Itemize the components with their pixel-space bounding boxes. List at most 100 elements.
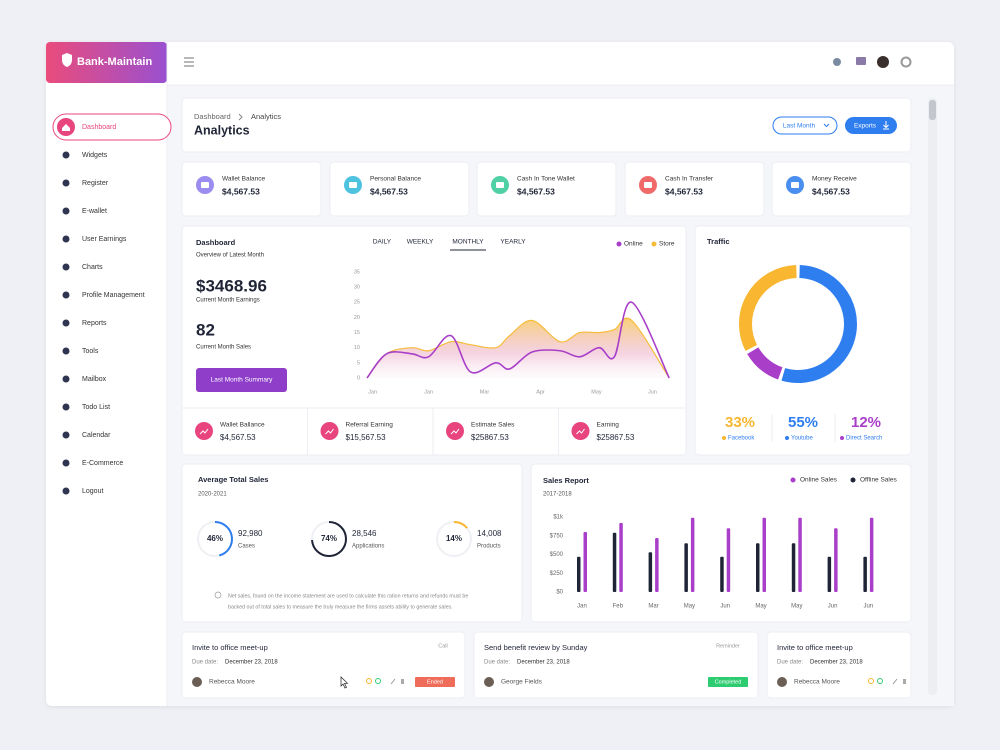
menu-icon[interactable] xyxy=(184,57,194,67)
nav-icon xyxy=(62,431,70,439)
nav-item[interactable]: Tools xyxy=(82,348,99,355)
summary-button[interactable] xyxy=(196,368,287,392)
breadcrumb: Analytics xyxy=(251,112,281,121)
nav-item[interactable]: Profile Management xyxy=(82,292,145,299)
label: Overview of Latest Month xyxy=(196,253,264,259)
stat-value: $4,567.53 xyxy=(517,186,555,196)
stat-label: Cash In Tone Wallet xyxy=(517,176,575,183)
x-tick-label: Jun xyxy=(720,604,730,610)
label: Current Month Sales xyxy=(196,345,251,351)
legend-label: Online Sales xyxy=(800,477,838,484)
label: Earning xyxy=(597,422,620,429)
nav-item[interactable]: Calendar xyxy=(82,432,111,439)
avatar[interactable] xyxy=(877,56,889,68)
tab[interactable]: DAILY xyxy=(373,239,392,246)
y-tick-label: 5 xyxy=(357,360,360,366)
x-tick-label: Mar xyxy=(480,389,490,395)
y-tick-label: 20 xyxy=(354,315,360,321)
bar xyxy=(577,556,581,592)
chevron xyxy=(823,123,830,128)
label: Current Month Earnings xyxy=(196,298,260,304)
label: Referral Earning xyxy=(346,422,394,429)
legend-dot xyxy=(790,477,796,483)
stat-card xyxy=(181,161,322,217)
legend-dot xyxy=(616,241,622,247)
edit-icon xyxy=(892,678,898,685)
average-card xyxy=(181,463,523,623)
legend-label: Youtube xyxy=(791,436,813,442)
brand-name: Bank-Maintain xyxy=(77,56,152,68)
action-dot xyxy=(375,678,381,684)
bar xyxy=(827,556,832,592)
legend-dot xyxy=(722,436,726,440)
legend-dot xyxy=(840,436,844,440)
y-tick-label: 25 xyxy=(354,300,360,306)
ring xyxy=(311,521,347,557)
ring-label: 14% xyxy=(446,534,462,543)
notification-icon[interactable] xyxy=(833,58,841,66)
nav-icon xyxy=(62,375,70,383)
bar xyxy=(684,543,688,592)
nav-icon xyxy=(62,263,70,271)
mail-icon[interactable] xyxy=(856,57,866,65)
x-tick-label: May xyxy=(591,389,602,395)
button-outline[interactable] xyxy=(772,116,838,135)
nav-item[interactable]: Widgets xyxy=(82,152,108,159)
mini-icon-glyph xyxy=(325,428,334,435)
task-card xyxy=(473,631,759,699)
mini-icon xyxy=(446,422,464,440)
bar xyxy=(655,538,659,592)
y-tick-label: 15 xyxy=(354,330,360,336)
mini-value: $25867.53 xyxy=(471,433,509,442)
nav-item[interactable]: Todo List xyxy=(82,404,110,411)
scrollbar[interactable] xyxy=(928,98,937,695)
y-tick-label: $500 xyxy=(550,552,564,558)
tab[interactable]: YEARLY xyxy=(500,239,526,246)
person-avatar xyxy=(192,677,202,687)
tab[interactable]: WEEKLY xyxy=(407,239,434,246)
ring xyxy=(453,521,468,529)
y-tick-label: $0 xyxy=(556,590,563,596)
nav-item[interactable]: E-wallet xyxy=(82,208,107,215)
nav-item[interactable]: Register xyxy=(82,180,109,187)
tab[interactable]: MONTHLY xyxy=(452,239,484,246)
nav-item[interactable]: Mailbox xyxy=(82,376,107,383)
delete-icon xyxy=(903,679,906,684)
stat-card xyxy=(771,161,912,217)
nav-item[interactable]: E-Commerce xyxy=(82,460,123,467)
y-tick-label: 35 xyxy=(354,269,360,275)
task-card xyxy=(181,631,466,699)
note: backed out of total sales to measure the… xyxy=(228,604,453,610)
button-label[interactable]: Last Month xyxy=(783,123,816,130)
x-tick-label: Jun xyxy=(864,604,874,610)
nav-item[interactable]: Dashboard xyxy=(82,124,116,131)
nav-item[interactable]: Charts xyxy=(82,264,103,271)
action-dot xyxy=(877,678,883,684)
ring-amount: 14,008 xyxy=(477,529,502,538)
page-title: Analytics xyxy=(194,123,250,137)
percent-label: 12% xyxy=(851,414,881,431)
nav-item[interactable]: User Earnings xyxy=(82,236,127,243)
button-label[interactable]: Exports xyxy=(854,123,877,130)
bar xyxy=(583,532,587,592)
y-tick-label: 30 xyxy=(354,285,360,291)
mini-icon xyxy=(320,422,339,440)
nav-item[interactable]: Reports xyxy=(82,320,107,327)
stat-icon-glyph xyxy=(644,182,652,188)
settings-icon[interactable] xyxy=(900,56,912,68)
x-tick-label: Jun xyxy=(648,389,657,395)
button-primary[interactable] xyxy=(845,117,897,134)
legend-dot xyxy=(785,436,789,440)
nav-icon xyxy=(62,235,70,243)
mini-value: $4,567.53 xyxy=(220,433,256,442)
nav-item[interactable]: Logout xyxy=(82,488,103,495)
ring xyxy=(214,521,233,557)
scrollbar-thumb[interactable] xyxy=(929,100,936,120)
x-tick-label: Jan xyxy=(424,389,433,395)
brand-logo xyxy=(62,53,72,67)
donut-slice xyxy=(747,347,783,380)
button-label[interactable]: Last Month Summary xyxy=(211,377,274,384)
person-avatar xyxy=(777,677,787,687)
cursor xyxy=(340,676,349,689)
